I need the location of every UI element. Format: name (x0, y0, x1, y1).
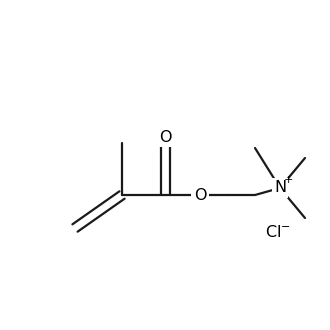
Text: O: O (194, 187, 206, 203)
Text: O: O (159, 129, 171, 145)
Text: +: + (283, 175, 293, 185)
Text: N: N (274, 181, 286, 195)
Text: Cl$^{-}$: Cl$^{-}$ (265, 224, 291, 240)
